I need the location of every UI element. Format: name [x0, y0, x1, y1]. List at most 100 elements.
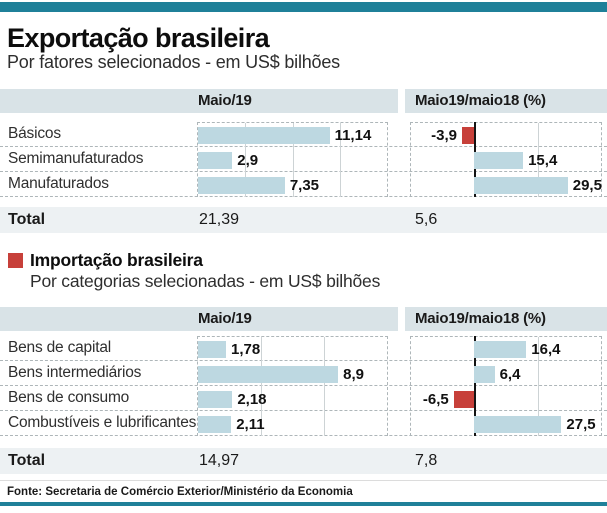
gridline	[261, 337, 262, 436]
gridline	[537, 337, 539, 436]
category-row: Semimanufaturados	[0, 147, 607, 172]
category-label: Combustíveis e lubrificantes	[8, 414, 197, 431]
import-total-value: 14,97	[199, 452, 240, 469]
import-legend-square-icon	[8, 253, 23, 268]
bar-value-label: 29,5	[572, 177, 602, 194]
bar	[198, 391, 233, 408]
category-row: Básicos	[0, 122, 607, 147]
bar-row: -3,9	[411, 123, 601, 148]
category-label: Bens intermediários	[8, 364, 142, 381]
bar-row: 11,14	[198, 123, 387, 148]
bar-row: 15,4	[411, 148, 601, 173]
bar-value-label: 27,5	[566, 416, 596, 433]
category-label: Semimanufaturados	[8, 150, 144, 167]
bar-value-label: 11,14	[334, 127, 372, 144]
gridline	[324, 337, 325, 436]
bar-value-label: 2,18	[237, 391, 267, 408]
source-text: Fonte: Secretaria de Comércio Exterior/M…	[7, 486, 353, 498]
import-title-row: Importação brasileira	[8, 250, 607, 270]
import-column-header-band: Maio/19 Maio19/maio18 (%)	[0, 307, 607, 331]
category-rows: Bens de capital Bens intermediários Bens d…	[0, 336, 607, 436]
import-col-header-pct-label: Maio19/maio18 (%)	[415, 310, 546, 327]
page-title: Exportação brasileira	[7, 23, 270, 53]
export-col-header-value-label: Maio/19	[198, 92, 252, 109]
export-col-header-pct: Maio19/maio18 (%)	[405, 89, 607, 113]
category-row: Combustíveis e lubrificantes	[0, 411, 607, 436]
gridline	[292, 123, 294, 197]
export-total-row: Total 21,39 5,6	[0, 207, 607, 233]
bar	[474, 366, 495, 383]
bar	[198, 341, 227, 358]
export-total-label: Total	[8, 211, 46, 228]
bar	[198, 416, 232, 433]
bar-row: 27,5	[411, 412, 601, 437]
bar-row: 2,9	[198, 148, 387, 173]
bar-value-label: 16,4	[531, 341, 561, 358]
import-col-header-pct: Maio19/maio18 (%)	[405, 307, 607, 331]
import-chart-area: Bens de capital Bens intermediários Bens d…	[0, 336, 607, 436]
bar-row: 7,35	[198, 173, 387, 198]
zero-axis-line	[474, 336, 477, 436]
bar	[198, 152, 233, 169]
category-row: Manufaturados	[0, 172, 607, 197]
import-subtitle: Por categorias selecionadas - em US$ bil…	[30, 271, 381, 291]
negative-bar	[461, 127, 475, 144]
bar-value-label: -3,9	[431, 127, 457, 144]
category-label: Bens de capital	[8, 339, 111, 356]
bar-value-label: 6,4	[499, 366, 521, 383]
bar	[474, 416, 562, 433]
export-total-pct: 5,6	[415, 211, 438, 228]
category-label: Básicos	[8, 125, 61, 142]
bar-row: 16,4	[411, 337, 601, 362]
bar-row: 2,18	[198, 387, 387, 412]
bar-row: 2,11	[198, 412, 387, 437]
bar	[474, 152, 524, 169]
bar	[198, 177, 285, 194]
import-section-header: Importação brasileira Por categorias sel…	[8, 250, 607, 292]
bar-value-label: 1,78	[231, 341, 261, 358]
export-col-header-value: Maio/19	[0, 89, 398, 113]
bar-value-label: 8,9	[343, 366, 365, 383]
import-total-row: Total 14,97 7,8	[0, 448, 607, 474]
import-total-label: Total	[8, 452, 46, 469]
export-col-header-pct-label: Maio19/maio18 (%)	[415, 92, 546, 109]
category-row: Bens intermediários	[0, 361, 607, 386]
category-rows: Básicos Semimanufaturados Manufaturados	[0, 122, 607, 197]
category-row: Bens de capital	[0, 336, 607, 361]
bar-value-label: -6,5	[422, 391, 449, 408]
category-row: Bens de consumo	[0, 386, 607, 411]
gridline	[339, 123, 341, 197]
gridline	[245, 123, 247, 197]
bar	[474, 341, 527, 358]
bar-row: 1,78	[198, 337, 387, 362]
bar-value-label: 2,9	[237, 152, 259, 169]
bar-row: 8,9	[198, 362, 387, 387]
gridline	[537, 123, 539, 197]
percent-chart-box: -3,9 15,4 29,5	[410, 122, 602, 197]
page-header: Exportação brasileira Por fatores seleci…	[7, 24, 607, 73]
percent-chart-box: 16,4 6,4 -6,5 27,5	[410, 336, 602, 436]
bar	[198, 366, 339, 383]
bar	[474, 177, 568, 194]
export-total-value: 21,39	[199, 211, 240, 228]
bar-row: 29,5	[411, 173, 602, 198]
category-label: Manufaturados	[8, 175, 109, 192]
top-accent-bar	[0, 2, 607, 12]
bottom-accent-bar	[0, 502, 607, 506]
negative-bar	[453, 391, 475, 408]
import-col-header-value: Maio/19	[0, 307, 398, 331]
bar	[198, 127, 330, 144]
bar-value-label: 7,35	[289, 177, 320, 194]
bar-row: -6,5	[411, 387, 601, 412]
bar-value-label: 2,11	[236, 416, 265, 433]
bar-value-label: 15,4	[528, 152, 558, 169]
bar-row: 6,4	[411, 362, 601, 387]
category-label: Bens de consumo	[8, 389, 130, 406]
value-chart-box: 1,78 8,9 2,18 2,11	[197, 336, 388, 436]
import-title: Importação brasileira	[30, 250, 203, 270]
export-chart-area: Básicos Semimanufaturados Manufaturados 11,…	[0, 122, 607, 197]
import-total-pct: 7,8	[415, 452, 438, 469]
value-chart-box: 11,14 2,9 7,35	[197, 122, 388, 197]
export-column-header-band: Maio/19 Maio19/maio18 (%)	[0, 89, 607, 113]
